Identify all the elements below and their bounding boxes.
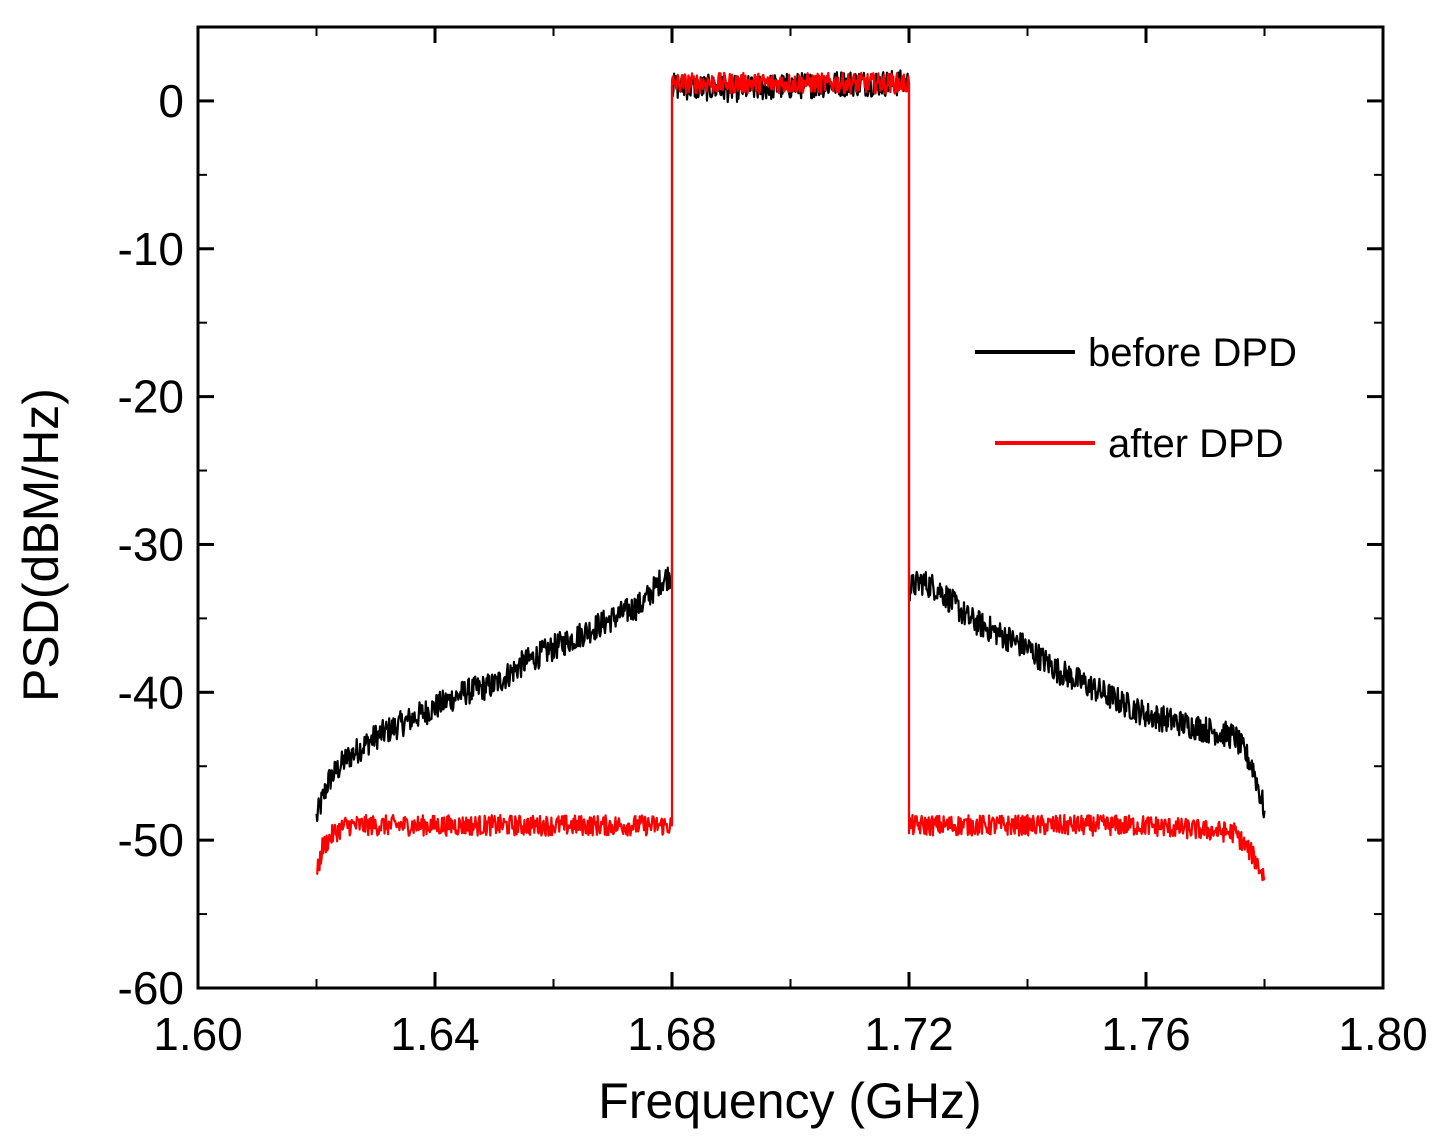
y-tick-label: -20 xyxy=(118,371,184,423)
x-tick-label: 1.64 xyxy=(390,1008,480,1060)
y-tick-label: -40 xyxy=(118,666,184,718)
series-line-0 xyxy=(315,69,1266,823)
y-tick-label: -30 xyxy=(118,518,184,570)
y-axis-title: PSD(dBM/Hz) xyxy=(13,388,69,702)
legend: before DPD after DPD xyxy=(975,331,1297,466)
x-tick-label: 1.80 xyxy=(1338,1008,1428,1060)
y-tick-label: -50 xyxy=(118,814,184,866)
legend-label-1: after DPD xyxy=(1108,422,1284,466)
y-tick-label: -10 xyxy=(118,223,184,275)
x-tick-label: 1.68 xyxy=(627,1008,717,1060)
legend-label-0: before DPD xyxy=(1088,331,1297,375)
ticks-layer: 1.60 1.64 1.68 1.72 1.76 1.80 0 -10 -20 -30 -40 -50… xyxy=(118,27,1428,1060)
series-layer xyxy=(315,69,1266,882)
x-tick-label: 1.72 xyxy=(864,1008,954,1060)
x-tick-label: 1.76 xyxy=(1101,1008,1191,1060)
y-tick-label: 0 xyxy=(158,75,184,127)
x-tick-label: 1.60 xyxy=(153,1008,243,1060)
axes-layer xyxy=(196,25,1385,990)
y-tick-label: -60 xyxy=(118,962,184,1014)
plot-frame xyxy=(196,25,1385,990)
x-axis-title: Frequency (GHz) xyxy=(598,1073,981,1129)
series-line-1 xyxy=(316,71,1266,882)
